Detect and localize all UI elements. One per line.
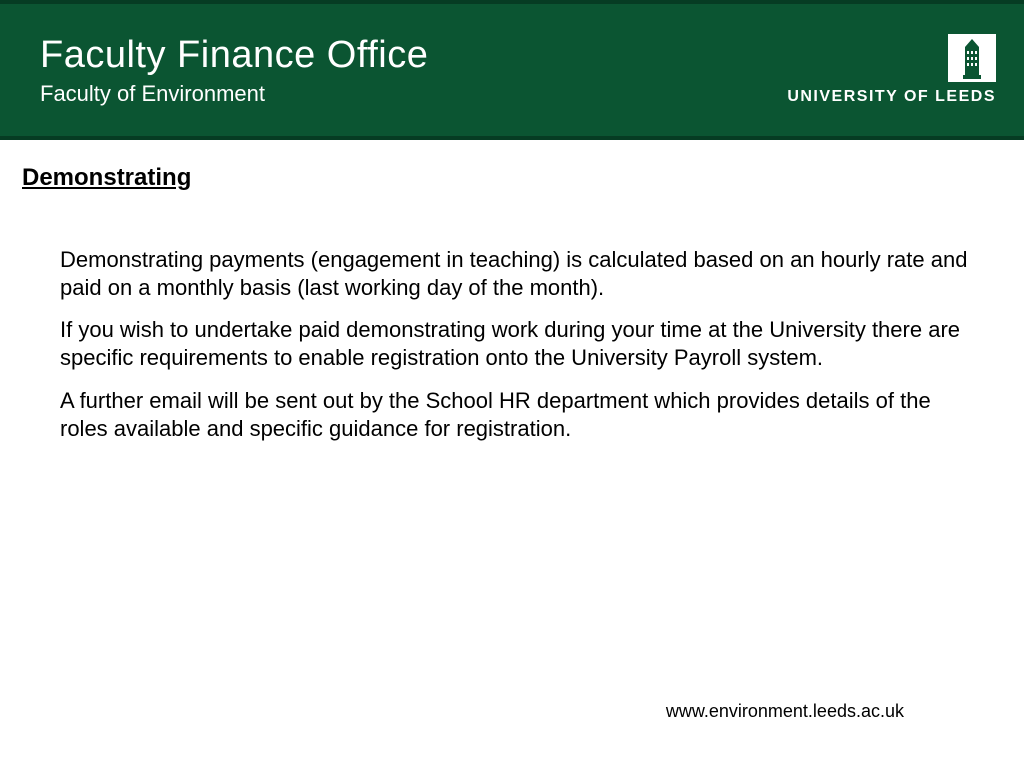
university-logo: UNIVERSITY OF LEEDS — [787, 34, 996, 106]
body-text: Demonstrating payments (engagement in te… — [60, 246, 974, 443]
slide-header: Faculty Finance Office Faculty of Enviro… — [0, 0, 1024, 140]
header-titles: Faculty Finance Office Faculty of Enviro… — [40, 34, 428, 107]
footer-url: www.environment.leeds.ac.uk — [666, 701, 904, 722]
header-subtitle: Faculty of Environment — [40, 81, 428, 107]
logo-text: UNIVERSITY OF LEEDS — [787, 88, 996, 106]
section-heading: Demonstrating — [22, 164, 994, 192]
paragraph: Demonstrating payments (engagement in te… — [60, 246, 974, 302]
tower-icon — [948, 34, 996, 82]
header-title: Faculty Finance Office — [40, 34, 428, 77]
slide-content: Demonstrating Demonstrating payments (en… — [0, 140, 1024, 443]
paragraph: If you wish to undertake paid demonstrat… — [60, 316, 974, 372]
paragraph: A further email will be sent out by the … — [60, 387, 974, 443]
